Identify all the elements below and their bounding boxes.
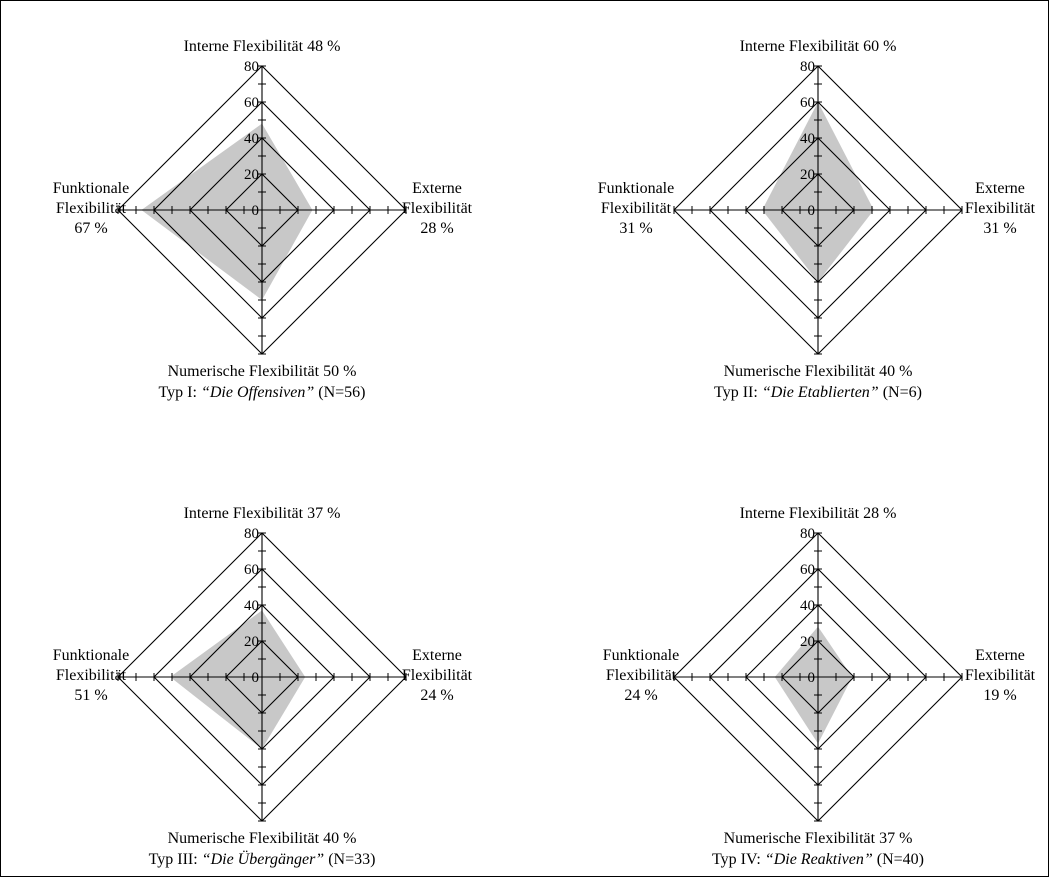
caption-count: (N=56) (314, 384, 365, 401)
tick-label: 60 (244, 95, 259, 111)
tick-label: 0 (252, 203, 260, 219)
bottom-axis-label: Numerische Flexibilität 37 % (724, 830, 913, 847)
caption-name: “Die Übergänger” (202, 850, 325, 868)
caption-count: (N=33) (324, 851, 375, 868)
left-axis-label: Funktionale (598, 180, 674, 197)
tick-label: 80 (800, 59, 815, 75)
bottom-axis-label: Numerische Flexibilität 40 % (168, 830, 357, 847)
left-axis-label: Flexibilität (601, 200, 672, 217)
caption-prefix: Typ I: (159, 384, 201, 401)
tick-label: 20 (800, 167, 815, 183)
chart-caption: Typ IV: “Die Reaktiven” (N=40) (712, 851, 924, 868)
tick-label: 0 (252, 670, 260, 686)
left-axis-label: Funktionale (603, 647, 679, 664)
tick-label: 0 (808, 670, 816, 686)
tick-label: 40 (800, 598, 815, 614)
right-axis-label: Externe (975, 180, 1025, 197)
caption-name: “Die Etablierten” (762, 384, 879, 401)
right-axis-label: 28 % (420, 220, 453, 237)
tick-label: 60 (244, 562, 259, 578)
tick-label: 20 (244, 167, 259, 183)
right-axis-label: Externe (975, 647, 1025, 664)
right-axis-label: Externe (412, 647, 462, 664)
top-axis-label: Interne Flexibilität 28 % (740, 505, 897, 522)
chart-caption: Typ I: “Die Offensiven” (N=56) (159, 384, 366, 401)
caption-prefix: Typ IV: (712, 851, 765, 868)
top-axis-label: Interne Flexibilität 37 % (184, 505, 341, 522)
data-polygon (141, 123, 313, 300)
bottom-axis-label: Numerische Flexibilität 50 % (168, 363, 357, 380)
radar-chart-1: 0 20 40 60 80 Interne Flexibilität 48 % Numeri… (53, 38, 473, 401)
caption-count: (N=40) (873, 851, 924, 868)
right-axis-label: Flexibilität (965, 200, 1036, 217)
left-axis-label: Flexibilität (606, 667, 677, 684)
left-axis-label: Flexibilität (56, 667, 127, 684)
left-axis-label: 67 % (74, 220, 107, 237)
chart-caption: Typ II: “Die Etablierten” (N=6) (714, 384, 922, 401)
left-axis-label: 51 % (74, 687, 107, 704)
caption-prefix: Typ III: (149, 851, 202, 868)
tick-label: 40 (244, 598, 259, 614)
tick-label: 20 (244, 634, 259, 650)
left-axis-label: Flexibilität (56, 200, 127, 217)
right-axis-label: Flexibilität (965, 667, 1036, 684)
caption-count: (N=6) (879, 384, 922, 401)
caption-name: “Die Offensiven” (201, 384, 314, 401)
tick-label: 40 (244, 131, 259, 147)
right-axis-label: 19 % (983, 687, 1016, 704)
left-axis-label: Funktionale (53, 180, 129, 197)
right-axis-label: Flexibilität (402, 200, 473, 217)
right-axis-label: Externe (412, 180, 462, 197)
caption-name: “Die Reaktiven” (765, 851, 873, 868)
tick-label: 20 (800, 634, 815, 650)
radar-chart-2: 0 20 40 60 80 Interne Flexibilität 60 % Numeri… (598, 38, 1036, 401)
right-axis-label: Flexibilität (402, 667, 473, 684)
chart-caption: Typ III: “Die Übergänger” (N=33) (149, 850, 376, 868)
top-axis-label: Interne Flexibilität 60 % (740, 38, 897, 55)
tick-label: 60 (800, 562, 815, 578)
left-axis-label: 24 % (624, 687, 657, 704)
radar-chart-3: 0 20 40 60 80 Interne Flexibilität 37 % Numeri… (53, 505, 473, 868)
left-axis-label: Funktionale (53, 647, 129, 664)
tick-label: 0 (808, 203, 816, 219)
data-polygon (170, 610, 306, 749)
right-axis-label: 24 % (420, 687, 453, 704)
radar-chart-4: 0 20 40 60 80 Interne Flexibilität 28 % Numeri… (603, 505, 1036, 868)
bottom-axis-label: Numerische Flexibilität 40 % (724, 363, 913, 380)
tick-label: 60 (800, 95, 815, 111)
left-axis-label: 31 % (619, 220, 652, 237)
tick-label: 80 (244, 59, 259, 75)
caption-prefix: Typ II: (714, 384, 762, 401)
tick-label: 40 (800, 131, 815, 147)
tick-label: 80 (800, 526, 815, 542)
top-axis-label: Interne Flexibilität 48 % (184, 38, 341, 55)
right-axis-label: 31 % (983, 220, 1016, 237)
tick-label: 80 (244, 526, 259, 542)
